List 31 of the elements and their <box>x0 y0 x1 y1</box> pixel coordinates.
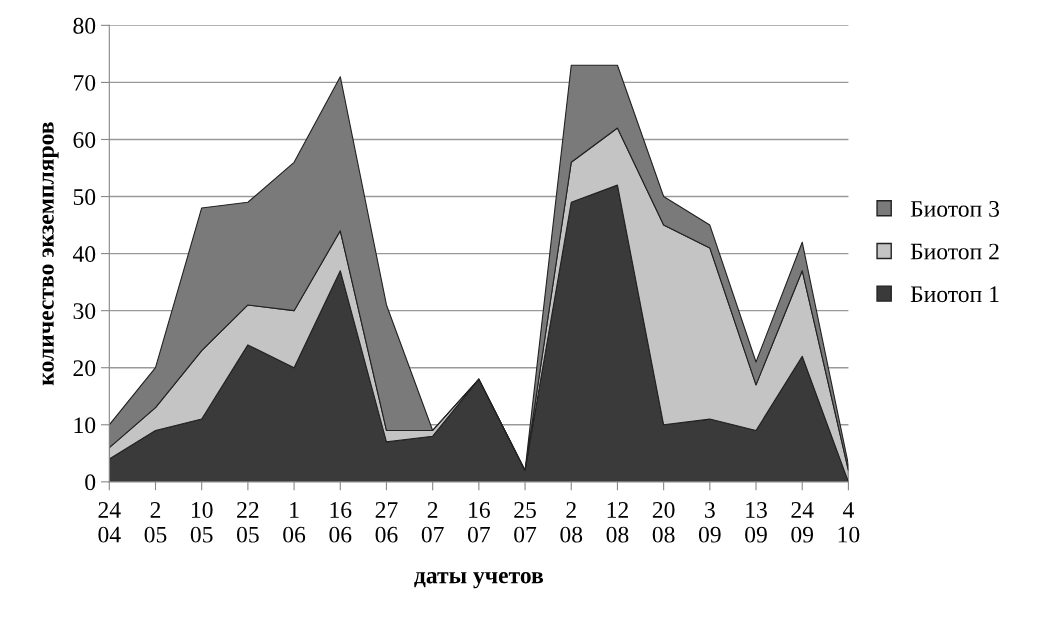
y-axis-title: количество экземпляров <box>42 122 59 386</box>
x-tick-label: 3 09 <box>698 502 721 543</box>
x-tick-label: 24 09 <box>791 502 814 543</box>
y-tick-label: 60 <box>73 131 96 148</box>
y-tick-label: 70 <box>74 74 96 91</box>
legend-label: Биотоп 3 <box>910 200 1000 217</box>
y-tick-label: 10 <box>74 417 96 434</box>
x-tick-label: 10 05 <box>190 501 213 543</box>
x-tick-label: 25 07 <box>514 502 537 543</box>
x-tick-label: 16 07 <box>467 502 490 543</box>
x-tick-label: 2 08 <box>560 502 583 543</box>
x-axis-title: даты учетов <box>414 572 544 589</box>
x-tick-label: 1 06 <box>283 502 306 543</box>
x-tick-label: 16 06 <box>329 502 352 543</box>
x-tick-label: 4 10 <box>838 502 860 543</box>
x-tick-label: 22 05 <box>236 502 259 543</box>
y-tick-label: 40 <box>72 246 96 263</box>
y-tick-label: 0 <box>85 474 96 491</box>
x-tick-label: 2 07 <box>421 502 444 543</box>
x-tick-label: 2 05 <box>144 502 167 543</box>
x-tick-label: 20 08 <box>652 501 675 543</box>
legend-label: Биотоп 2 <box>910 243 999 260</box>
x-tick-label: 13 09 <box>745 502 767 543</box>
y-tick-label: 50 <box>73 189 96 205</box>
y-tick-label: 20 <box>73 360 96 377</box>
y-tick-label: 80 <box>73 17 96 34</box>
x-tick-label: 27 06 <box>375 502 398 543</box>
x-tick-label: 12 08 <box>606 502 629 543</box>
y-tick-label: 30 <box>73 303 96 320</box>
x-tick-label: 24 04 <box>98 502 121 543</box>
legend-label: Биотоп 1 <box>910 286 999 303</box>
